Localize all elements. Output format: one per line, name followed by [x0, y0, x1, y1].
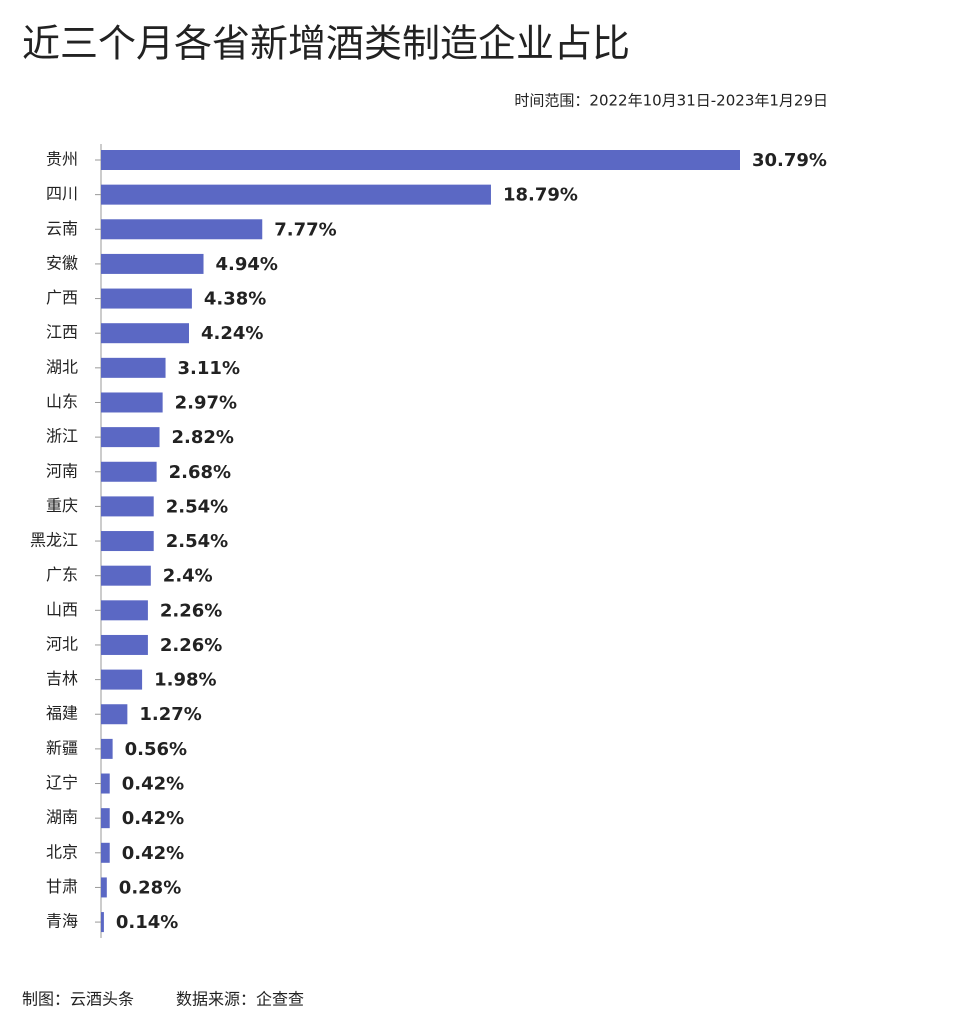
- bar: [101, 634, 148, 655]
- data-label: 4.24%: [201, 323, 263, 344]
- footer-credit: 制图：云酒头条: [22, 990, 134, 1009]
- bar: [101, 253, 204, 274]
- bar: [101, 808, 110, 829]
- y-tick-label: 黑龙江: [30, 531, 78, 550]
- data-label: 2.4%: [163, 566, 213, 587]
- data-label: 4.94%: [216, 254, 278, 275]
- data-label: 4.38%: [204, 289, 266, 310]
- bar: [101, 912, 104, 933]
- bar: [101, 496, 154, 517]
- y-tick-label: 贵州: [46, 150, 78, 169]
- data-label: 1.98%: [154, 670, 216, 691]
- bar: [101, 288, 192, 309]
- data-label: 30.79%: [752, 150, 827, 171]
- y-tick-label: 吉林: [46, 669, 78, 688]
- y-tick-label: 安徽: [46, 253, 78, 272]
- bar: [101, 877, 107, 898]
- data-label: 7.77%: [274, 219, 336, 240]
- data-label: 2.26%: [160, 600, 222, 621]
- data-label: 0.42%: [122, 774, 184, 795]
- data-label: 2.54%: [166, 496, 228, 517]
- bar: [101, 219, 263, 240]
- bar: [101, 427, 160, 448]
- y-tick-label: 河北: [46, 634, 78, 653]
- bar: [101, 600, 148, 621]
- y-tick-label: 山西: [46, 600, 78, 619]
- y-tick-label: 北京: [46, 842, 78, 861]
- data-label: 18.79%: [503, 185, 578, 206]
- chart-subtitle: 时间范围：2022年10月31日-2023年1月29日: [514, 92, 828, 110]
- footer-source: 数据来源：企查查: [176, 990, 304, 1009]
- bar: [101, 565, 151, 586]
- y-tick-label: 河南: [46, 461, 78, 480]
- data-label: 0.56%: [125, 739, 187, 760]
- y-tick-label: 湖北: [46, 357, 78, 376]
- bar: [101, 323, 189, 344]
- data-label: 2.82%: [172, 427, 234, 448]
- bar: [101, 392, 163, 413]
- y-tick-label: 重庆: [46, 496, 78, 515]
- y-tick-label: 浙江: [46, 427, 78, 446]
- data-label: 2.68%: [169, 462, 231, 483]
- data-label: 3.11%: [178, 358, 240, 379]
- y-tick-label: 新疆: [46, 738, 78, 757]
- bar: [101, 842, 110, 863]
- y-tick-label: 甘肃: [46, 877, 78, 896]
- y-tick-label: 江西: [46, 323, 78, 342]
- data-label: 2.26%: [160, 635, 222, 656]
- data-label: 0.42%: [122, 808, 184, 829]
- y-tick-label: 辽宁: [46, 773, 78, 792]
- data-label: 2.54%: [166, 531, 228, 552]
- data-label: 2.97%: [175, 392, 237, 413]
- bar: [101, 461, 157, 482]
- y-tick-label: 湖南: [46, 808, 78, 827]
- data-label: 0.42%: [122, 843, 184, 864]
- bar: [101, 704, 128, 725]
- bar: [101, 773, 110, 794]
- y-tick-label: 山东: [46, 392, 78, 411]
- y-tick-label: 云南: [46, 219, 78, 238]
- bar: [101, 531, 154, 552]
- bar: [101, 738, 113, 759]
- bar: [101, 357, 166, 378]
- y-tick-label: 四川: [46, 184, 78, 203]
- bar: [101, 184, 491, 205]
- bar: [101, 669, 143, 690]
- data-label: 0.28%: [119, 877, 181, 898]
- chart-title: 近三个月各省新增酒类制造企业占比: [22, 22, 630, 66]
- data-label: 0.14%: [116, 912, 178, 933]
- y-tick-label: 福建: [46, 704, 78, 723]
- y-tick-label: 广西: [46, 288, 78, 307]
- bar: [101, 150, 740, 170]
- y-tick-label: 青海: [46, 912, 78, 931]
- y-tick-label: 广东: [46, 565, 78, 584]
- data-label: 1.27%: [139, 704, 201, 725]
